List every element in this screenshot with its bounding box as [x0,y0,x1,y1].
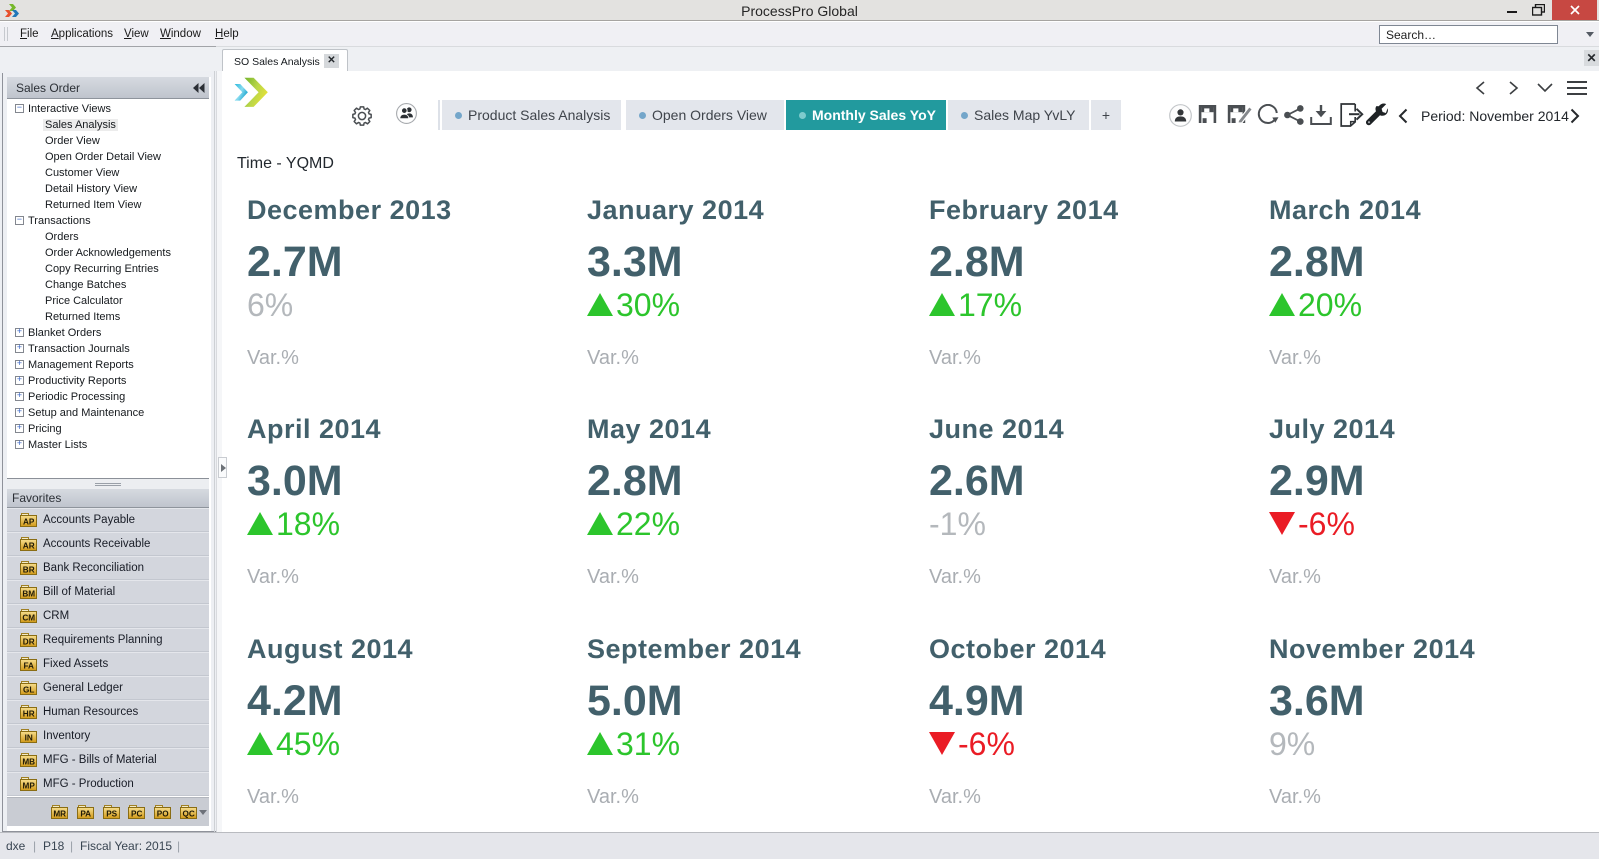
svg-text:IN: IN [25,733,33,742]
svg-text:GL: GL [23,685,34,694]
svg-text:FA: FA [23,661,34,670]
svg-text:PC: PC [131,809,142,818]
svg-text:BR: BR [23,565,35,574]
svg-text:PA: PA [80,809,91,818]
svg-text:DR: DR [23,637,35,646]
svg-text:CM: CM [22,613,35,622]
svg-text:MR: MR [53,809,66,818]
svg-text:MP: MP [23,781,36,790]
svg-text:QC: QC [183,809,195,818]
svg-text:MB: MB [22,757,35,766]
svg-text:PO: PO [157,809,169,818]
svg-text:AR: AR [23,541,35,550]
svg-text:AP: AP [23,517,35,526]
svg-text:BM: BM [22,589,35,598]
svg-text:HR: HR [23,709,35,718]
svg-text:PS: PS [106,809,117,818]
